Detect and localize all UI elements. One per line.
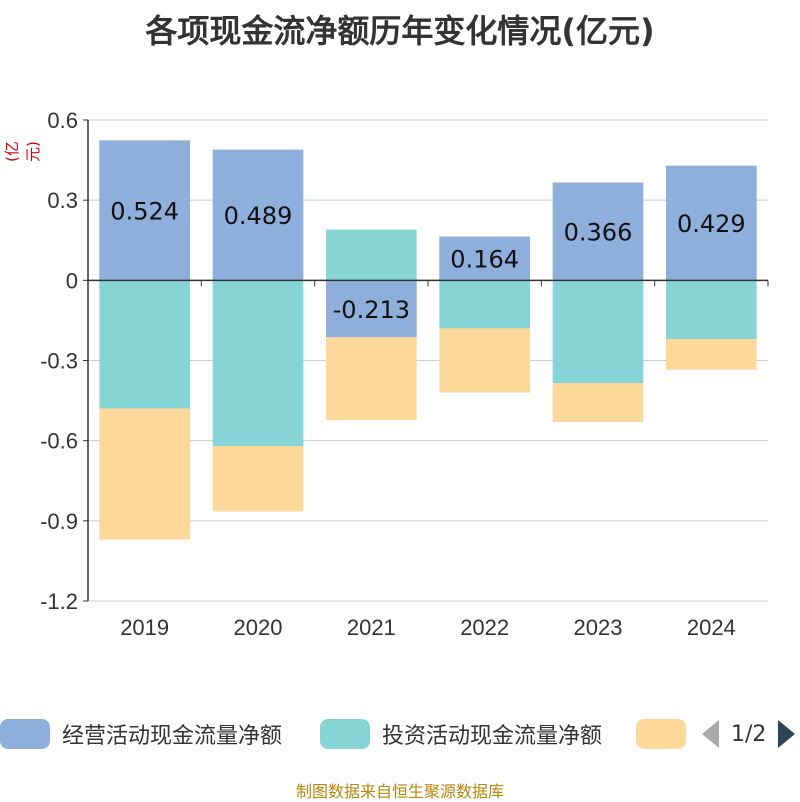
x-tick-label: 2024 xyxy=(687,615,736,640)
bar-series-0-2024 xyxy=(666,165,757,281)
legend-swatch-operating xyxy=(0,719,50,749)
bar-series-1-2024 xyxy=(666,280,757,340)
data-label: -0.213 xyxy=(333,296,410,324)
bar-series-1-2020 xyxy=(212,280,304,447)
legend-swatch-financing xyxy=(636,719,686,749)
y-tick-label: -0.3 xyxy=(40,349,78,374)
x-tick-label: 2019 xyxy=(120,615,169,640)
next-page-icon[interactable] xyxy=(778,720,796,748)
legend-swatch-investing xyxy=(320,719,370,749)
y-tick-label: -0.9 xyxy=(40,509,78,534)
bar-series-1-2021 xyxy=(326,229,417,281)
bar-series-2-2020 xyxy=(212,446,304,512)
x-tick-label: 2023 xyxy=(574,615,623,640)
bar-series-0-2019 xyxy=(99,140,190,281)
legend-item-operating[interactable]: 经营活动现金流量净额 xyxy=(0,712,282,756)
bar-series-1-2023 xyxy=(552,280,644,384)
bar-series-0-2022 xyxy=(439,236,530,281)
data-label: 0.429 xyxy=(677,210,746,238)
data-label: 0.524 xyxy=(110,197,179,225)
data-source-note: 制图数据来自恒生聚源数据库 xyxy=(295,782,504,801)
bar-series-1-2019 xyxy=(99,280,190,409)
x-tick-label: 2020 xyxy=(234,615,283,640)
y-tick-label: -0.6 xyxy=(40,429,78,454)
bar-series-2-2023 xyxy=(552,383,644,422)
legend-label-investing: 投资活动现金流量净额 xyxy=(382,724,603,749)
legend-page-indicator: 1/2 xyxy=(731,721,767,747)
data-labels: 0.524 0.489 -0.213 0.164 0.366 0.429 xyxy=(110,197,745,323)
legend-item-investing[interactable]: 投资活动现金流量净额 xyxy=(320,712,602,756)
chart-title: 各项现金流净额历年变化情况(亿元) xyxy=(145,12,655,50)
legend-pager: 1/2 xyxy=(702,712,796,756)
x-tick-label: 2021 xyxy=(347,615,396,640)
legend-label-operating: 经营活动现金流量净额 xyxy=(62,724,283,749)
bars xyxy=(99,140,757,540)
y-tick-label: 0.6 xyxy=(47,108,78,133)
data-label: 0.366 xyxy=(564,218,633,246)
axes: 0.6 0.3 0 -0.3 -0.6 -0.9 -1.2 2019 2020 2021 2022 2… xyxy=(40,108,769,640)
data-label: 0.164 xyxy=(450,245,519,273)
prev-page-icon[interactable] xyxy=(702,720,719,748)
bar-series-0-2020 xyxy=(212,149,304,281)
x-tick-label: 2022 xyxy=(460,615,509,640)
legend: 经营活动现金流量净额 投资活动现金流量净额 1/2 xyxy=(0,712,800,756)
bar-series-1-2022 xyxy=(439,280,530,329)
bar-series-0-2023 xyxy=(552,182,644,281)
grid-lines xyxy=(88,119,768,602)
bar-series-2-2021 xyxy=(326,337,417,421)
stacked-bar-chart: 0.6 0.3 0 -0.3 -0.6 -0.9 -1.2 2019 2020 2021 2022 2… xyxy=(40,108,769,640)
data-label: 0.489 xyxy=(224,202,293,230)
legend-item-financing[interactable] xyxy=(636,712,686,756)
bar-series-0-2021 xyxy=(326,280,417,338)
y-tick-label: -1.2 xyxy=(40,589,78,614)
y-tick-label: 0.3 xyxy=(47,188,78,213)
bar-series-2-2024 xyxy=(666,339,757,370)
bar-series-2-2022 xyxy=(439,328,530,393)
y-tick-label: 0 xyxy=(66,268,78,293)
bar-series-2-2019 xyxy=(99,408,190,540)
